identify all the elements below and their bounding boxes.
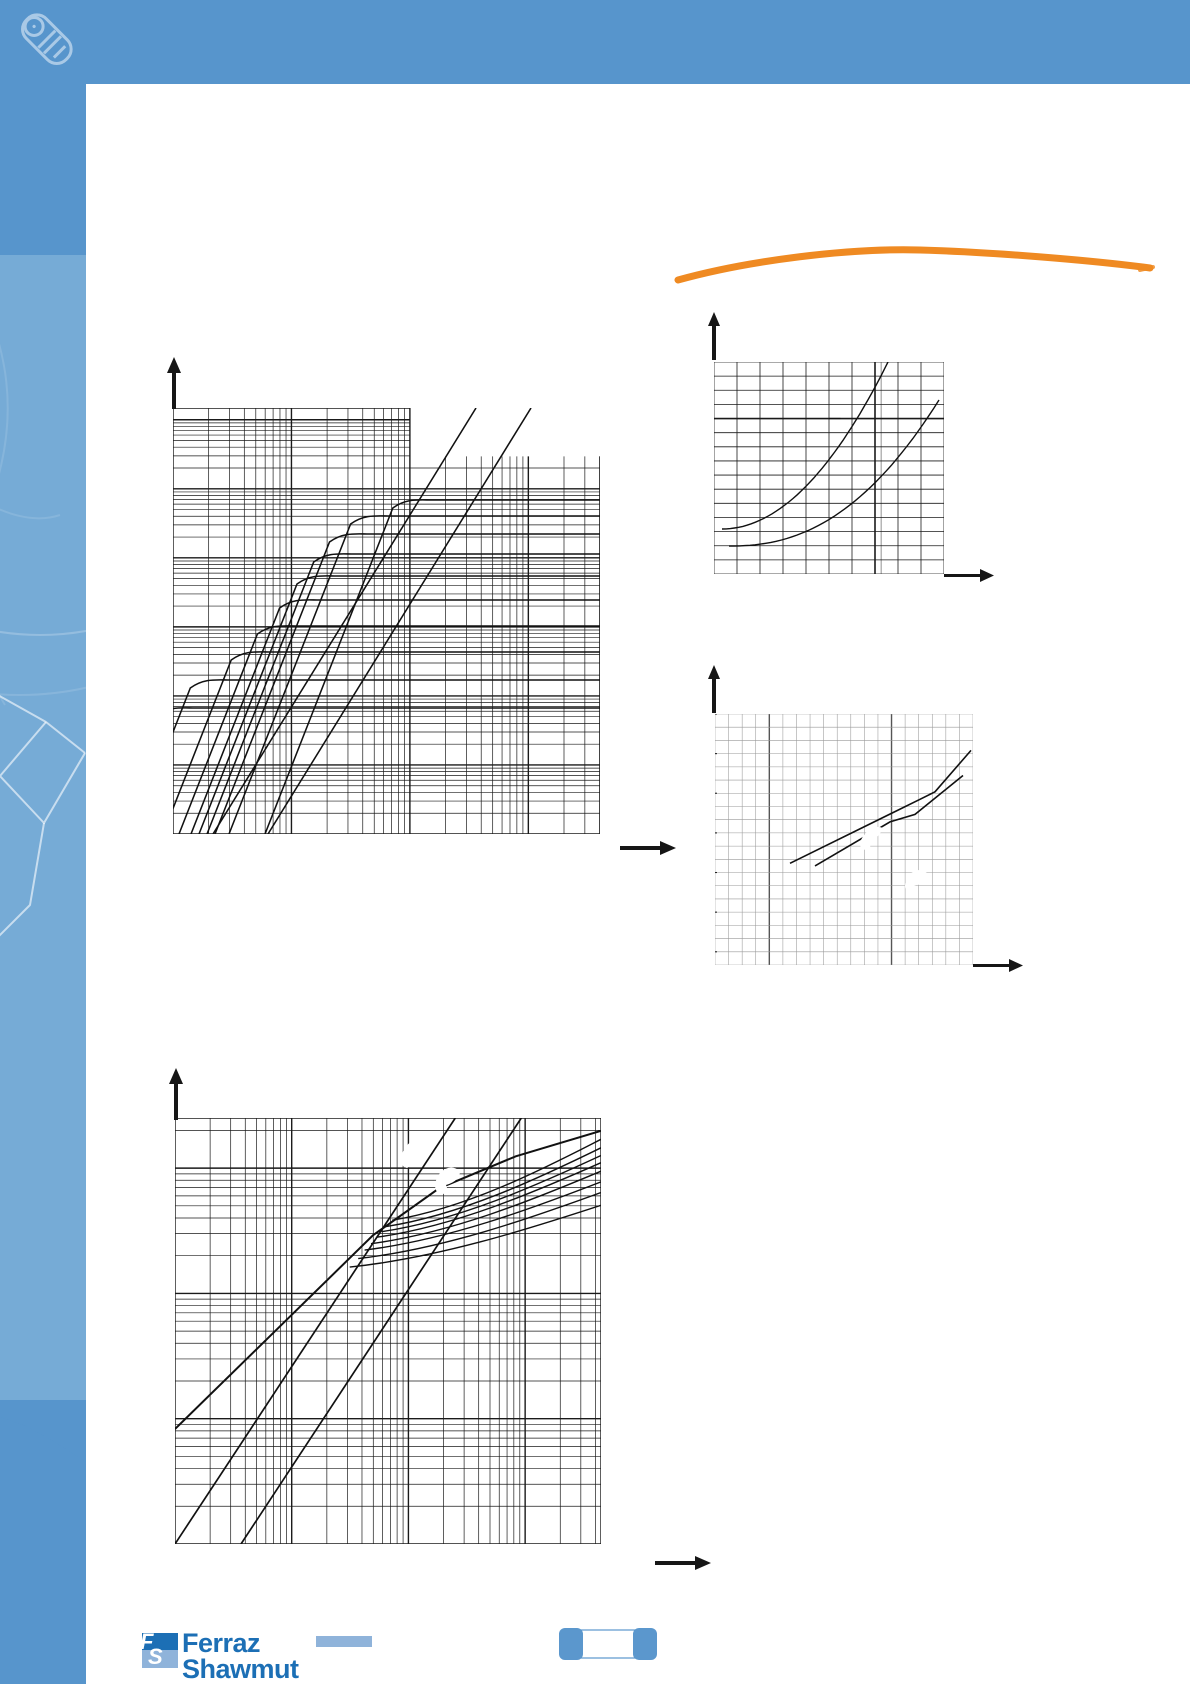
svg-text:Shawmut: Shawmut (182, 1654, 299, 1684)
